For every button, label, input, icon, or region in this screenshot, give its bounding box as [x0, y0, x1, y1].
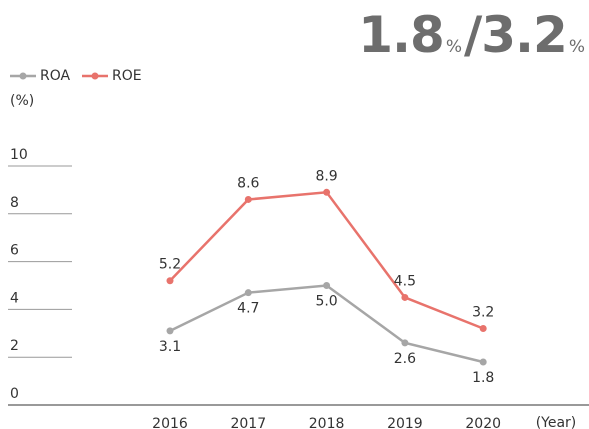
- data-label: 4.5: [394, 273, 416, 289]
- point: [323, 188, 331, 196]
- data-label: 3.1: [159, 339, 181, 355]
- headline-roe: 3.2: [481, 6, 568, 64]
- y-tick-label: 2: [10, 338, 19, 354]
- y-tick-label: 10: [10, 147, 28, 163]
- headline-separator: /: [464, 6, 482, 64]
- legend-swatch-dot: [19, 72, 27, 80]
- legend-swatch-dot: [91, 72, 99, 80]
- x-tick-label: 2019: [387, 416, 423, 429]
- legend-label: ROA: [40, 68, 71, 84]
- data-label: 5.0: [315, 294, 337, 310]
- x-tick-label: 2016: [152, 416, 188, 429]
- data-label: 8.9: [315, 168, 337, 184]
- x-tick-label: 2018: [309, 416, 345, 429]
- y-tick-label: 0: [10, 386, 19, 402]
- data-label: 2.6: [394, 351, 416, 367]
- y-tick-label: 8: [10, 195, 19, 211]
- data-label: 4.7: [237, 301, 259, 317]
- point: [244, 289, 252, 297]
- headline-unit: %: [568, 37, 585, 57]
- y-unit-label: (%): [10, 93, 34, 109]
- point: [401, 339, 409, 347]
- data-label: 3.2: [472, 305, 494, 321]
- headline: 1.8 %/3.2%: [358, 6, 587, 64]
- point: [166, 277, 174, 285]
- data-label: 5.2: [159, 257, 181, 273]
- x-unit-label: (Year): [536, 415, 577, 429]
- x-tick-label: 2020: [465, 416, 501, 429]
- point: [479, 358, 487, 366]
- y-tick-label: 4: [10, 290, 19, 306]
- x-tick-label: 2017: [230, 416, 266, 429]
- y-tick-label: 6: [10, 243, 19, 259]
- legend-label: ROE: [112, 68, 142, 84]
- headline-unit: %: [445, 37, 462, 57]
- point: [479, 325, 487, 333]
- point: [244, 195, 252, 203]
- point: [401, 293, 409, 301]
- data-label: 8.6: [237, 175, 259, 191]
- headline-roa: 1.8: [358, 6, 445, 64]
- data-label: 1.8: [472, 370, 494, 386]
- point: [166, 327, 174, 335]
- point: [323, 282, 331, 289]
